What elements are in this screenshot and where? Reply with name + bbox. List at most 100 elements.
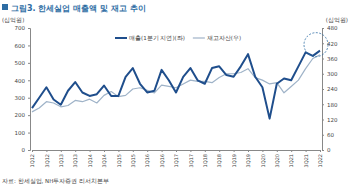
y2-tick: 240 — [322, 86, 338, 92]
x-tick-label: 1Q17 — [173, 154, 179, 167]
y2-tick-mark — [322, 89, 324, 90]
y-tick-label: 600 — [15, 43, 26, 49]
y-tick-label: 700 — [15, 25, 26, 31]
source: 자료: 한세실업, NH투자증권 리서치본부 — [2, 178, 109, 184]
x-tick-label: 3Q12 — [44, 154, 50, 167]
x-tick: 3Q14 — [101, 150, 107, 167]
y2-tick: 0 — [322, 147, 331, 153]
x-tick-mark — [320, 150, 321, 152]
title-marker — [2, 4, 8, 10]
y2-tick-mark — [322, 74, 324, 75]
y-tick-mark — [28, 150, 30, 151]
y2-tick-mark — [322, 59, 324, 60]
x-tick: 3Q16 — [159, 150, 165, 167]
y-tick: 100 — [15, 130, 31, 136]
y2-tick: 480 — [322, 25, 338, 31]
x-tick: 1Q14 — [87, 150, 93, 167]
y2-tick-label: 0 — [327, 147, 331, 153]
y-axis: 0100200300400500600700 — [15, 25, 31, 153]
x-tick-mark — [162, 150, 163, 152]
y-tick-mark — [28, 80, 30, 81]
y-tick: 200 — [15, 112, 31, 118]
y-tick-mark — [28, 98, 30, 99]
x-tick-label: 3Q13 — [72, 154, 78, 167]
y-tick-mark — [28, 133, 30, 134]
x-tick-label: 3Q16 — [159, 154, 165, 167]
legend-label: 매출(1분기 지연)(좌) — [129, 35, 185, 41]
x-axis: 1Q12 3Q12 1Q13 3Q13 1Q14 3Q14 1Q15 3Q15 1Q16 3Q16… — [29, 150, 323, 167]
y2-tick: 300 — [322, 71, 338, 77]
x-tick: 3Q20 — [274, 150, 280, 167]
legend-swatch — [115, 37, 127, 39]
x-tick: 1Q17 — [173, 150, 179, 167]
series-line — [32, 51, 320, 119]
x-tick-label: 3Q14 — [101, 154, 107, 167]
x-tick-label: 3Q19 — [245, 154, 251, 167]
y-tick: 600 — [15, 43, 31, 49]
x-tick-mark — [147, 150, 148, 152]
plot-area — [32, 51, 320, 119]
x-tick-mark — [104, 150, 105, 152]
x-tick: 3Q18 — [216, 150, 222, 167]
y2-tick-mark — [322, 28, 324, 29]
x-tick-mark — [118, 150, 119, 152]
y2-tick-label: 120 — [327, 117, 338, 123]
y-tick-mark — [28, 115, 30, 116]
y-tick-mark — [28, 28, 30, 29]
legend-swatch — [193, 37, 205, 38]
x-tick-label: 1Q18 — [202, 154, 208, 167]
x-tick-mark — [277, 150, 278, 152]
x-tick-label: 1Q15 — [116, 154, 122, 167]
x-tick: 1Q20 — [260, 150, 266, 167]
y2-tick-mark — [322, 150, 324, 151]
x-tick: 1Q16 — [144, 150, 150, 167]
x-tick: 1Q19 — [231, 150, 237, 167]
x-tick-mark — [306, 150, 307, 152]
x-tick-mark — [262, 150, 263, 152]
y-tick-label: 500 — [15, 60, 26, 66]
y-tick: 300 — [15, 95, 31, 101]
x-tick: 1Q21 — [288, 150, 294, 167]
y2-tick-label: 360 — [327, 56, 338, 62]
x-tick-label: 1Q19 — [231, 154, 237, 167]
y2-tick: 420 — [322, 41, 338, 47]
x-tick-label: 1Q20 — [260, 154, 266, 167]
y2-tick-mark — [322, 120, 324, 121]
x-tick-label: 3Q20 — [274, 154, 280, 167]
x-tick: 3Q13 — [72, 150, 78, 167]
x-tick-label: 1Q12 — [29, 154, 35, 167]
x-tick-mark — [32, 150, 33, 152]
x-tick-mark — [291, 150, 292, 152]
x-tick: 3Q15 — [130, 150, 136, 167]
x-tick: 3Q17 — [188, 150, 194, 167]
x-tick-mark — [190, 150, 191, 152]
x-tick: 3Q12 — [44, 150, 50, 167]
x-tick: 1Q12 — [29, 150, 35, 167]
x-tick: 3Q21 — [303, 150, 309, 167]
y-tick: 0 — [22, 147, 31, 153]
x-tick: 1Q13 — [58, 150, 64, 167]
x-tick-mark — [176, 150, 177, 152]
y-axis-title: (십억원) — [2, 17, 24, 23]
x-tick-mark — [46, 150, 47, 152]
chart: 그림3. 한세실업 매출액 및 재고 추이(십억원)(십억원)1Q123Q121… — [0, 0, 350, 186]
y-tick: 500 — [15, 60, 31, 66]
x-tick: 1Q15 — [116, 150, 122, 167]
y2-tick-label: 180 — [327, 102, 338, 108]
y-tick-mark — [28, 63, 30, 64]
y2-tick-label: 480 — [327, 25, 338, 31]
x-tick-mark — [90, 150, 91, 152]
x-tick-label: 1Q14 — [87, 154, 93, 167]
x-tick-label: 1Q22 — [317, 154, 323, 167]
x-tick-mark — [234, 150, 235, 152]
x-tick: 3Q19 — [245, 150, 251, 167]
x-tick-label: 1Q21 — [288, 154, 294, 167]
x-tick-mark — [219, 150, 220, 152]
y2-axis-title: (십억원) — [326, 17, 348, 23]
y2-tick-label: 240 — [327, 86, 338, 92]
x-tick: 1Q18 — [202, 150, 208, 167]
x-tick-mark — [248, 150, 249, 152]
x-tick-mark — [61, 150, 62, 152]
legend-label: 재고자산(우) — [207, 35, 241, 41]
y-tick: 700 — [15, 25, 31, 31]
